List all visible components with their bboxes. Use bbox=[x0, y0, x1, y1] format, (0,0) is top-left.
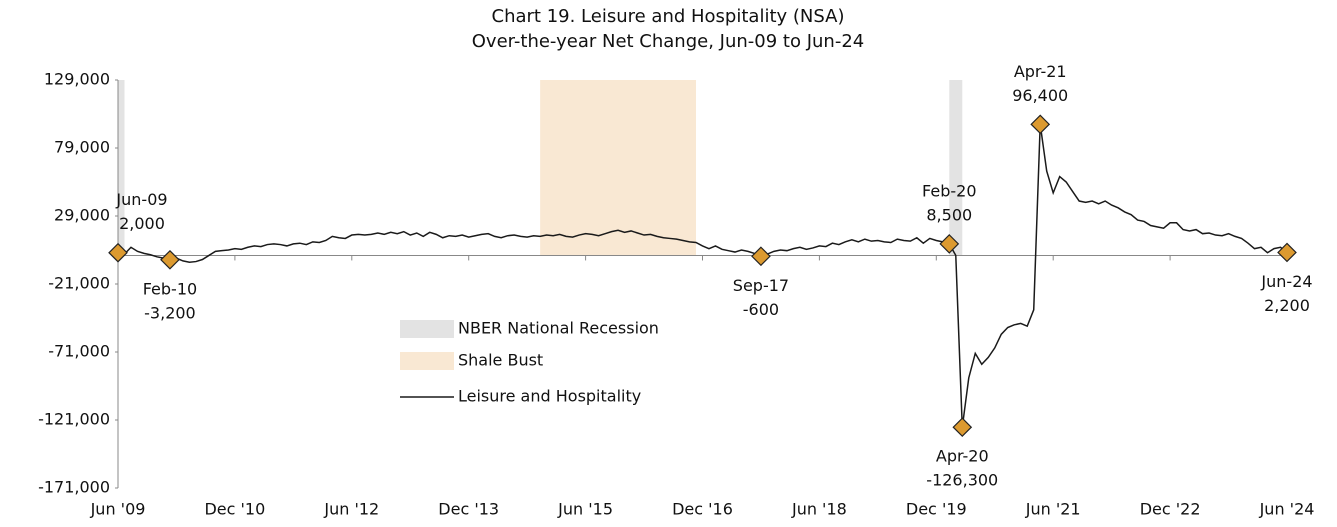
x-tick-label: Dec '13 bbox=[438, 500, 499, 519]
x-tick-label: Jun '21 bbox=[1025, 500, 1081, 519]
annotation-value: 2,200 bbox=[1264, 296, 1310, 315]
y-tick-label: 79,000 bbox=[54, 138, 110, 157]
y-tick-label: -71,000 bbox=[48, 342, 110, 361]
chart-subtitle: Over-the-year Net Change, Jun-09 to Jun-… bbox=[472, 31, 864, 52]
x-tick-label: Jun '09 bbox=[90, 500, 146, 519]
annotation-marker bbox=[939, 234, 960, 254]
x-tick-label: Dec '19 bbox=[906, 500, 967, 519]
annotation-marker bbox=[751, 246, 771, 267]
x-tick-label: Dec '16 bbox=[672, 500, 733, 519]
y-tick-label: -171,000 bbox=[38, 478, 110, 497]
annotation-date: Jun-24 bbox=[1260, 272, 1312, 291]
shaded-region bbox=[949, 80, 963, 256]
x-tick-label: Dec '10 bbox=[204, 500, 265, 519]
annotation-marker bbox=[108, 242, 128, 263]
chart-title: Chart 19. Leisure and Hospitality (NSA) bbox=[492, 6, 845, 27]
annotation-value: -600 bbox=[743, 300, 779, 319]
annotation-date: Jun-09 bbox=[115, 190, 167, 209]
annotation-date: Feb-10 bbox=[143, 279, 197, 298]
annotation-value: 8,500 bbox=[926, 205, 972, 224]
data-line bbox=[117, 124, 1288, 428]
annotation-date: Apr-21 bbox=[1014, 62, 1067, 81]
x-tick-label: Dec '22 bbox=[1140, 500, 1201, 519]
annotation-value: 2,000 bbox=[119, 214, 165, 233]
y-tick-label: -121,000 bbox=[38, 410, 110, 429]
x-tick-label: Jun '15 bbox=[557, 500, 613, 519]
annotation-date: Sep-17 bbox=[733, 276, 789, 295]
annotation-marker bbox=[1277, 242, 1297, 263]
annotation-value: -126,300 bbox=[926, 471, 998, 490]
y-tick-label: -21,000 bbox=[48, 274, 110, 293]
x-tick-label: Jun '18 bbox=[791, 500, 847, 519]
annotation-marker bbox=[1030, 114, 1051, 135]
shaded-region bbox=[118, 80, 125, 256]
annotation-value: 96,400 bbox=[1012, 86, 1068, 105]
legend-label: Shale Bust bbox=[458, 351, 543, 370]
annotation-date: Feb-20 bbox=[922, 181, 976, 200]
legend-swatch bbox=[400, 352, 454, 370]
y-tick-label: 129,000 bbox=[44, 70, 110, 89]
annotation-date: Apr-20 bbox=[936, 447, 989, 466]
y-tick-label: 29,000 bbox=[54, 206, 110, 225]
shaded-region bbox=[540, 80, 697, 256]
annotation-marker bbox=[952, 417, 973, 438]
annotation-value: -3,200 bbox=[144, 303, 196, 322]
x-tick-label: Jun '24 bbox=[1259, 500, 1315, 519]
annotation-marker bbox=[160, 249, 180, 270]
x-tick-label: Jun '12 bbox=[323, 500, 379, 519]
legend-swatch bbox=[400, 320, 454, 338]
legend-label: NBER National Recession bbox=[458, 319, 659, 338]
legend-label: Leisure and Hospitality bbox=[458, 387, 641, 406]
